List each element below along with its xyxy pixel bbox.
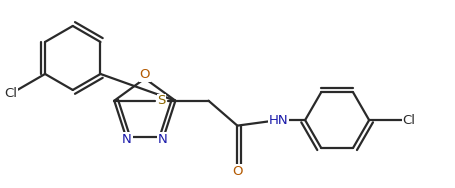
Text: HN: HN — [268, 114, 288, 127]
Text: N: N — [122, 133, 131, 146]
Text: S: S — [157, 94, 165, 107]
Text: Cl: Cl — [402, 114, 415, 127]
Text: O: O — [232, 165, 242, 178]
Text: Cl: Cl — [4, 87, 17, 100]
Text: O: O — [139, 68, 150, 81]
Text: N: N — [157, 133, 167, 146]
